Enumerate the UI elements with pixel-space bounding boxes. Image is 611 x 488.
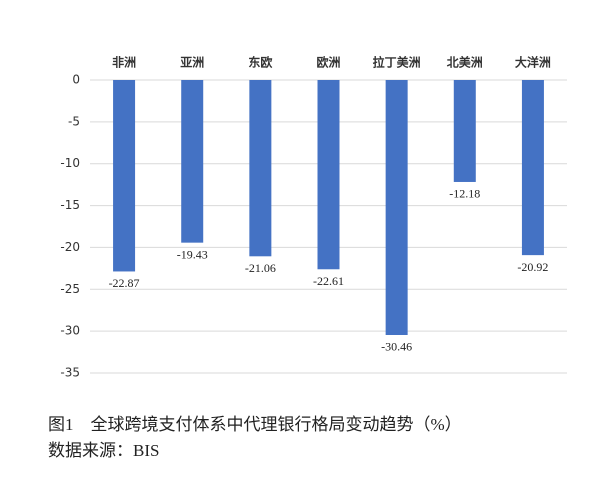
y-tick-label: 0 (72, 73, 80, 87)
y-tick-label: -5 (68, 114, 80, 128)
bar (181, 80, 204, 243)
value-label: -22.61 (313, 274, 344, 288)
value-label: -20.92 (517, 260, 548, 274)
bar (453, 80, 476, 182)
bar (317, 80, 340, 270)
y-tick-label: -35 (60, 366, 80, 380)
y-tick-label: -30 (60, 324, 80, 338)
bar (521, 80, 544, 256)
y-tick-label: -25 (60, 282, 80, 296)
x-tick-label: 拉丁美洲 (373, 55, 421, 70)
x-tick-label: 非洲 (112, 55, 136, 70)
value-label: -30.46 (381, 340, 412, 354)
y-tick-label: -10 (60, 156, 80, 170)
x-tick-label: 东欧 (248, 55, 272, 70)
chart-source: 数据来源：BIS (48, 441, 159, 460)
bar (113, 80, 136, 272)
x-tick-label: 大洋洲 (515, 55, 551, 70)
value-label: -22.87 (109, 276, 140, 290)
y-tick-label: -20 (60, 240, 80, 254)
value-label: -21.06 (245, 261, 276, 275)
value-label: -12.18 (449, 187, 480, 201)
x-tick-label: 欧洲 (316, 55, 340, 70)
value-label: -19.43 (177, 247, 208, 261)
chart-caption: 图1 全球跨境支付体系中代理银行格局变动趋势（%） (48, 415, 462, 434)
y-tick-label: -15 (60, 198, 80, 212)
x-tick-label: 亚洲 (180, 56, 204, 70)
bar (385, 80, 408, 335)
bar (249, 80, 272, 257)
x-tick-label: 北美洲 (447, 55, 483, 70)
